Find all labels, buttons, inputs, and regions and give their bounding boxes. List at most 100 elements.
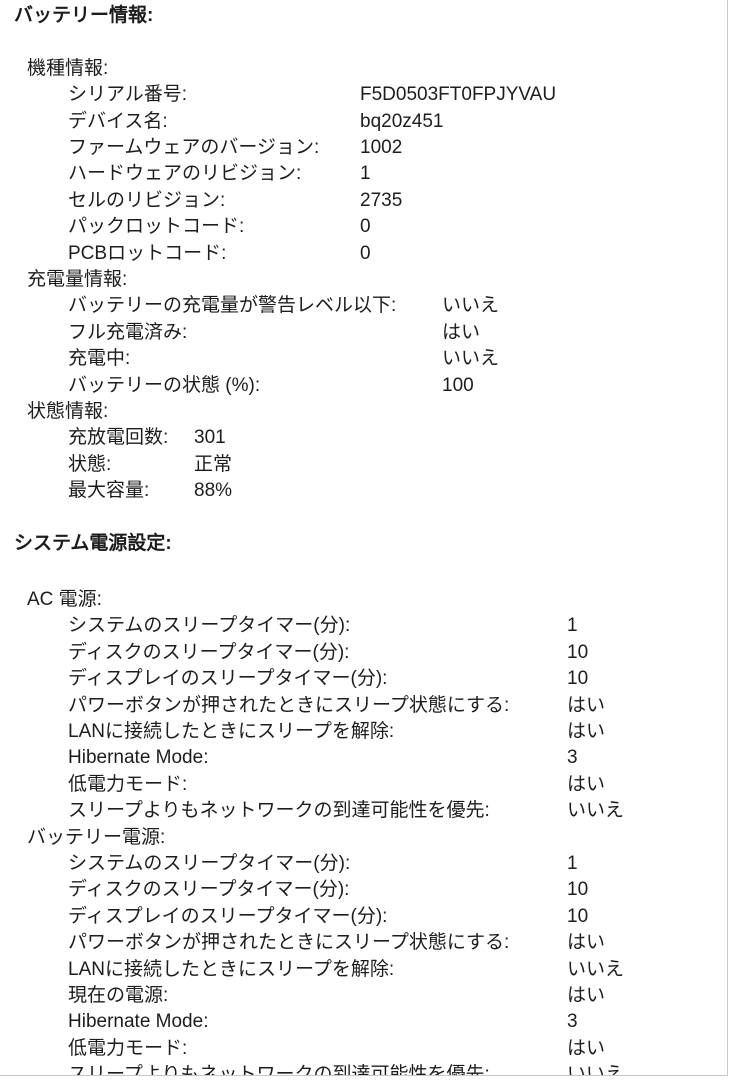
property-row: ディスクのスリープタイマー(分): 10	[0, 877, 727, 903]
property-row: バッテリーの状態 (%): 100	[0, 373, 727, 399]
ac-power-title: AC 電源:	[27, 588, 102, 610]
property-list: システムのスリープタイマー(分): 1 ディスクのスリープタイマー(分): 10 ディス…	[0, 613, 727, 824]
property-label: 低電力モード:	[68, 773, 188, 795]
property-row: システムのスリープタイマー(分): 1	[0, 851, 727, 877]
property-row: Hibernate Mode: 3	[0, 745, 727, 771]
property-value: はい	[567, 694, 606, 716]
property-row: シリアル番号: F5D0503FT0FPJYVAU	[0, 82, 727, 108]
property-value: 1	[360, 163, 371, 185]
property-label: ディスクのスリープタイマー(分):	[68, 879, 350, 901]
property-value: はい	[442, 321, 481, 343]
property-value: 88%	[194, 480, 233, 502]
property-value: 0	[360, 216, 371, 238]
property-label: パックロットコード:	[68, 216, 245, 238]
power-settings-title: システム電源設定:	[14, 533, 172, 555]
property-label: 状態:	[68, 453, 112, 475]
property-row: システムのスリープタイマー(分): 1	[0, 613, 727, 639]
property-row: ディスプレイのスリープタイマー(分): 10	[0, 904, 727, 930]
property-row: セルのリビジョン: 2735	[0, 188, 727, 214]
property-row: 現在の電源: はい	[0, 983, 727, 1009]
property-label: ハードウェアのリビジョン:	[68, 163, 302, 185]
property-value: いいえ	[442, 295, 500, 317]
property-label: ディスプレイのスリープタイマー(分):	[68, 668, 388, 690]
property-value: 1	[567, 615, 578, 637]
property-label: システムのスリープタイマー(分):	[68, 615, 351, 637]
property-value: F5D0503FT0FPJYVAU	[360, 84, 557, 106]
battery-info-title: バッテリー情報:	[14, 5, 154, 26]
charge-info-title: 充電量情報:	[27, 269, 128, 291]
property-value: はい	[567, 773, 606, 795]
property-list: シリアル番号: F5D0503FT0FPJYVAU デバイス名: bq20z451 ファ…	[0, 82, 727, 267]
health-info-title: 状態情報:	[27, 401, 109, 423]
property-label: 充電中:	[68, 348, 131, 370]
property-row: パワーボタンが押されたときにスリープ状態にする: はい	[0, 693, 727, 719]
property-value: 1002	[360, 137, 403, 159]
property-label: ディスクのスリープタイマー(分):	[68, 641, 350, 663]
property-label: 最大容量:	[68, 480, 150, 502]
property-value: 10	[567, 668, 589, 690]
property-value: bq20z451	[360, 110, 444, 132]
property-label: PCBロットコード:	[68, 242, 227, 264]
property-row: デバイス名: bq20z451	[0, 109, 727, 135]
property-row: パワーボタンが押されたときにスリープ状態にする: はい	[0, 930, 727, 956]
property-value: 正常	[194, 453, 233, 475]
property-label: スリープよりもネットワークの到達可能性を優先:	[68, 800, 490, 822]
property-row: 低電力モード: はい	[0, 772, 727, 798]
property-value: いいえ	[442, 348, 500, 370]
property-value: 301	[194, 427, 226, 449]
property-label: ファームウェアのバージョン:	[68, 137, 320, 159]
property-value: 0	[360, 242, 371, 264]
property-label: パワーボタンが押されたときにスリープ状態にする:	[68, 694, 510, 716]
property-value: 2735	[360, 189, 403, 211]
property-row: ハードウェアのリビジョン: 1	[0, 161, 727, 187]
property-label: Hibernate Mode:	[68, 747, 209, 769]
property-list: バッテリーの充電量が警告レベル以下: いいえ フル充電済み: はい 充電中: いいえ バッテ…	[0, 293, 727, 399]
property-value: 10	[567, 879, 589, 901]
property-list: システムのスリープタイマー(分): 1 ディスクのスリープタイマー(分): 10 ディス…	[0, 851, 727, 1075]
property-value: 100	[442, 374, 474, 396]
property-row: 充放電回数: 301	[0, 425, 727, 451]
property-row: 最大容量: 88%	[0, 478, 727, 504]
property-label: 現在の電源:	[68, 984, 169, 1006]
property-row: フル充電済み: はい	[0, 320, 727, 346]
property-row: ディスクのスリープタイマー(分): 10	[0, 640, 727, 666]
property-value: 10	[567, 905, 589, 927]
info-content: バッテリー情報: 機種情報: シリアル番号: F5D0503FT0FPJYVAU デ…	[0, 3, 727, 1075]
property-row: LANに接続したときにスリープを解除: いいえ	[0, 957, 727, 983]
property-row: スリープよりもネットワークの到達可能性を優先: いいえ	[0, 798, 727, 824]
property-label: セルのリビジョン:	[68, 189, 226, 211]
property-label: LANに接続したときにスリープを解除:	[68, 720, 395, 742]
property-label: フル充電済み:	[68, 321, 188, 343]
property-label: デバイス名:	[68, 110, 168, 132]
property-label: パワーボタンが押されたときにスリープ状態にする:	[68, 932, 510, 954]
property-row: PCBロットコード: 0	[0, 241, 727, 267]
property-row: パックロットコード: 0	[0, 214, 727, 240]
property-label: 充放電回数:	[68, 427, 169, 449]
property-value: はい	[567, 932, 606, 954]
property-label: バッテリーの状態 (%):	[68, 374, 261, 396]
property-value: 1	[567, 852, 578, 874]
property-row: ディスプレイのスリープタイマー(分): 10	[0, 666, 727, 692]
property-row: ファームウェアのバージョン: 1002	[0, 135, 727, 161]
property-value: はい	[567, 1037, 606, 1059]
property-row: スリープよりもネットワークの到達可能性を優先: いいえ	[0, 1062, 727, 1075]
property-label: バッテリーの充電量が警告レベル以下:	[68, 295, 397, 317]
property-list: 充放電回数: 301 状態: 正常最大容量: 88%	[0, 425, 727, 504]
property-label: 低電力モード:	[68, 1037, 188, 1059]
property-row: LANに接続したときにスリープを解除: はい	[0, 719, 727, 745]
property-value: はい	[567, 984, 606, 1006]
property-value: 3	[567, 747, 578, 769]
property-value: 3	[567, 1011, 578, 1033]
property-label: Hibernate Mode:	[68, 1011, 209, 1033]
property-value: いいえ	[567, 800, 625, 822]
property-row: バッテリーの充電量が警告レベル以下: いいえ	[0, 293, 727, 319]
battery-power-title: バッテリー電源:	[27, 826, 166, 848]
property-value: いいえ	[567, 958, 625, 980]
property-row: Hibernate Mode: 3	[0, 1009, 727, 1035]
property-value: はい	[567, 720, 606, 742]
property-label: システムのスリープタイマー(分):	[68, 852, 351, 874]
property-label: LANに接続したときにスリープを解除:	[68, 958, 395, 980]
model-info-title: 機種情報:	[27, 57, 109, 79]
property-value: 10	[567, 641, 589, 663]
